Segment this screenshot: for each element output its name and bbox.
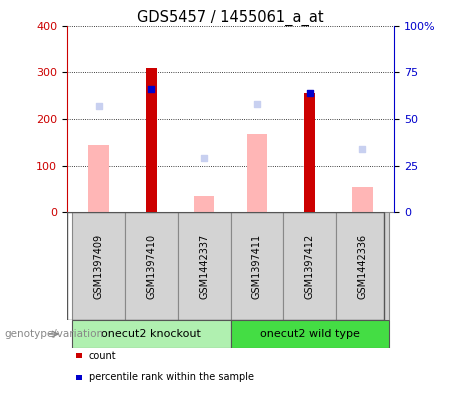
Bar [247,134,267,212]
Point [201,155,208,161]
Text: GSM1442336: GSM1442336 [357,234,367,299]
Bar [353,187,372,212]
Text: GSM1397412: GSM1397412 [305,233,315,299]
Bar [72,212,125,320]
Bar [146,68,157,212]
Point [148,86,155,92]
Text: percentile rank within the sample: percentile rank within the sample [89,372,254,382]
Text: GSM1397409: GSM1397409 [94,234,104,299]
Point [95,103,102,109]
Text: onecut2 knockout: onecut2 knockout [101,329,201,339]
Text: count: count [89,351,116,361]
Point [253,101,260,107]
Bar [230,320,389,348]
Bar [230,212,284,320]
Bar [177,212,230,320]
Bar [284,212,336,320]
Text: GSM1397411: GSM1397411 [252,234,262,299]
Text: onecut2 wild type: onecut2 wild type [260,329,360,339]
Point [306,90,313,96]
Bar [194,196,214,212]
Bar [125,212,177,320]
Bar [72,320,230,348]
Text: genotype/variation: genotype/variation [5,329,104,339]
Bar [89,145,108,212]
Text: GDS5457 / 1455061_a_at: GDS5457 / 1455061_a_at [137,10,324,26]
Point [359,145,366,152]
Bar [304,93,315,212]
Text: GSM1397410: GSM1397410 [146,234,156,299]
Text: GSM1442337: GSM1442337 [199,233,209,299]
Bar [336,212,389,320]
